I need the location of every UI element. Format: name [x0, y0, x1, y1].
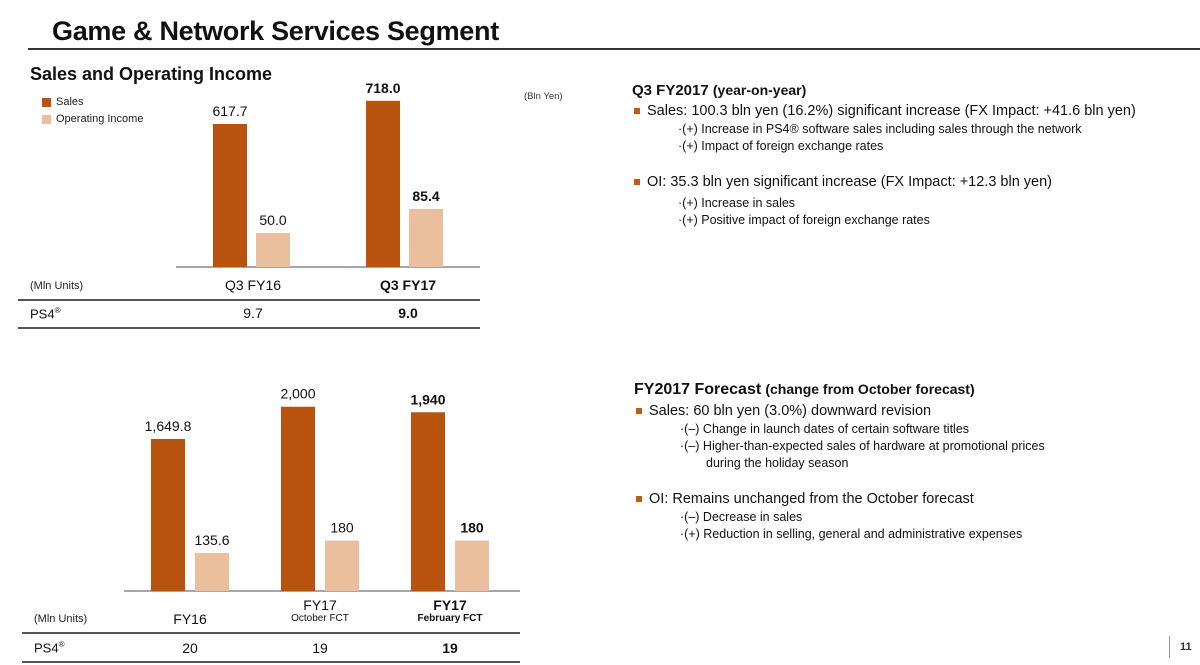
table-fy-divider-top [22, 632, 520, 634]
data-label-operating-income-2: 180 [460, 520, 484, 536]
q3-sales-oi-chart: 617.7 50.0 718.0 85.4 [176, 80, 480, 268]
fy-bullet-sales: Sales: 60 bln yen (3.0%) downward revisi… [634, 403, 1194, 419]
table-q3-divider-top [18, 299, 480, 301]
bullet-square-icon [634, 179, 640, 185]
data-label-sales-0: 617.7 [212, 103, 247, 119]
title-divider [28, 48, 1200, 50]
fy-sales-oi-chart: 1,649.8 135.6 2,000 180 1,940 180 [124, 386, 520, 592]
fy-sales-reason-1: ·(–) Change in launch dates of certain s… [680, 422, 970, 436]
q3-sales-reason-1: ·(+) Increase in PS4® software sales inc… [678, 122, 1082, 136]
header-fy17-feb-sub: February FCT [417, 613, 483, 624]
legend-item-sales: Sales [42, 96, 84, 108]
data-label-operating-income-0: 135.6 [194, 532, 229, 548]
table-fy-row-label: PS4® [34, 640, 64, 655]
data-label-sales-0: 1,649.8 [145, 418, 192, 434]
fy-bullet-oi: OI: Remains unchanged from the October f… [634, 491, 1194, 507]
bar-sales-1 [281, 406, 315, 591]
row-label-ps4: PS4 [34, 640, 59, 656]
registered-mark: ® [58, 640, 65, 649]
bullet-square-icon [636, 408, 642, 414]
page-title: Game & Network Services Segment [52, 16, 499, 46]
q3-bullet-sales-text: Sales: 100.3 bln yen (16.2%) significant… [647, 103, 1136, 119]
row-label-ps4: PS4 [30, 306, 55, 322]
table-fy-header-fy17-oct: FY17 October FCT [270, 597, 370, 624]
header-fy17-oct-sub: October FCT [291, 613, 349, 624]
bar-sales-0 [213, 124, 247, 267]
q3-heading-sub: (year-on-year) [712, 82, 807, 98]
registered-mark: ® [54, 306, 61, 315]
legend-label-sales: Sales [56, 96, 84, 108]
table-q3-value-q3fy17: 9.0 [398, 305, 418, 321]
fy-commentary-heading: FY2017 Forecast (change from October for… [634, 381, 1194, 399]
bar-operating-income-0 [195, 553, 229, 591]
fy-heading-main: FY2017 Forecast [634, 381, 762, 398]
bullet-square-icon [636, 496, 642, 502]
header-fy17-oct-main: FY17 [303, 597, 337, 613]
table-q3-unit-label: (Mln Units) [30, 280, 84, 292]
q3-oi-reason-2: ·(+) Positive impact of foreign exchange… [678, 213, 930, 227]
bar-sales-1 [366, 100, 400, 267]
fy-oi-reason-2: ·(+) Reduction in selling, general and a… [680, 527, 1023, 541]
unit-note-bln-yen: (Bln Yen) [524, 91, 563, 102]
table-fy-value-fy16: 20 [182, 640, 198, 656]
bar-operating-income-2 [455, 540, 489, 591]
data-label-operating-income-1: 180 [330, 520, 354, 536]
data-label-operating-income-0: 50.0 [259, 212, 286, 228]
section-title: Sales and Operating Income [30, 64, 273, 84]
legend-swatch-operating-income [42, 114, 51, 124]
data-label-sales-1: 2,000 [280, 386, 315, 402]
bullet-square-icon [634, 108, 640, 114]
table-q3-value-q3fy16: 9.7 [243, 305, 263, 321]
legend-swatch-sales [42, 97, 51, 107]
bar-sales-0 [151, 439, 185, 591]
q3-bullet-oi-text: OI: 35.3 bln yen significant increase (F… [647, 174, 1053, 190]
fy-bullet-oi-text: OI: Remains unchanged from the October f… [649, 491, 974, 507]
data-label-operating-income-1: 85.4 [412, 188, 439, 204]
table-q3-divider-bottom [18, 327, 480, 329]
bar-operating-income-0 [256, 233, 290, 267]
fy-heading-sub: (change from October forecast) [765, 381, 975, 397]
page-number: 11 [1169, 636, 1196, 658]
table-q3-row-label: PS4® [30, 306, 60, 321]
q3-heading-main: Q3 FY2017 [632, 82, 709, 99]
table-fy-unit-label: (Mln Units) [34, 613, 88, 625]
q3-commentary-heading: Q3 FY2017 (year-on-year) [632, 82, 1192, 99]
header-fy17-feb-main: FY17 [433, 597, 467, 613]
q3-bullet-oi: OI: 35.3 bln yen significant increase (F… [632, 174, 1192, 190]
legend-item-operating-income: Operating Income [42, 113, 143, 125]
fy-bullet-sales-text: Sales: 60 bln yen (3.0%) downward revisi… [649, 403, 932, 419]
data-label-sales-2: 1,940 [410, 391, 445, 407]
bar-operating-income-1 [325, 540, 359, 591]
table-q3-header-q3fy16: Q3 FY16 [224, 277, 282, 293]
q3-sales-reason-2: ·(+) Impact of foreign exchange rates [678, 139, 884, 153]
table-fy-value-fy17-oct: 19 [312, 640, 328, 656]
bar-sales-2 [411, 412, 445, 591]
fy-sales-reason-2: ·(–) Higher-than-expected sales of hardw… [680, 439, 1045, 453]
fy-sales-reason-2-cont: during the holiday season [706, 456, 849, 470]
q3-bullet-sales: Sales: 100.3 bln yen (16.2%) significant… [632, 103, 1192, 119]
fy-commentary: FY2017 Forecast (change from October for… [634, 381, 1194, 541]
table-fy-header-fy16: FY16 [173, 611, 207, 627]
q3-commentary: Q3 FY2017 (year-on-year) Sales: 100.3 bl… [632, 82, 1192, 227]
table-fy-value-fy17-feb: 19 [442, 640, 458, 656]
table-fy-divider-bottom [22, 661, 520, 663]
table-q3-header-q3fy17: Q3 FY17 [379, 277, 437, 293]
q3-oi-reason-1: ·(+) Increase in sales [678, 196, 796, 210]
table-fy-header-fy17-feb: FY17 February FCT [400, 597, 500, 624]
legend-label-operating-income: Operating Income [56, 113, 144, 125]
data-label-sales-1: 718.0 [365, 80, 400, 96]
bar-operating-income-1 [409, 208, 443, 267]
fy-oi-reason-1: ·(–) Decrease in sales [680, 510, 803, 524]
